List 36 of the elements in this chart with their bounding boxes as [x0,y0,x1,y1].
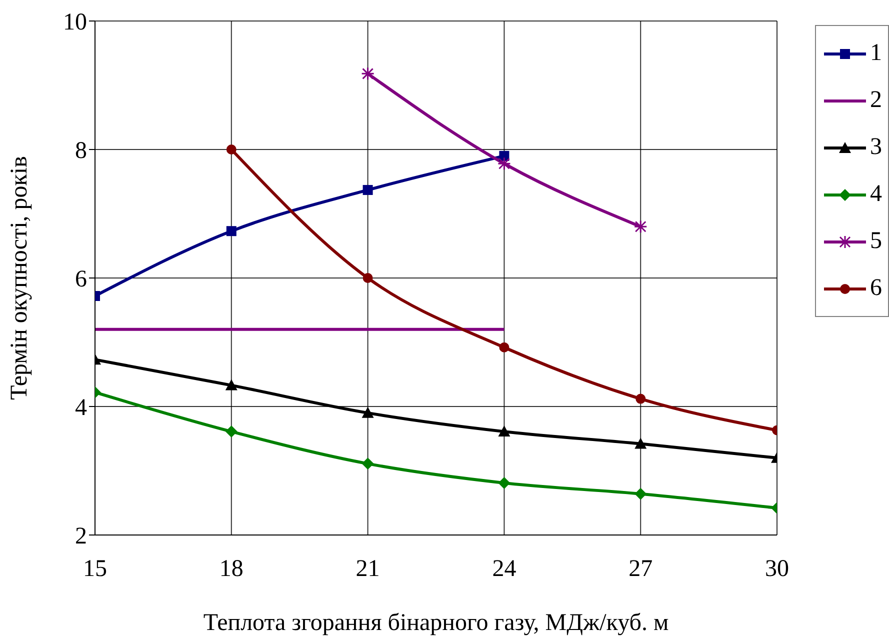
point [634,220,648,234]
legend-label: 1 [870,40,882,67]
point [225,379,238,390]
y-axis-title: Термін окупності, років [6,156,33,400]
y-tick-label: 4 [75,395,87,422]
point [362,458,374,470]
point [226,144,236,154]
x-tick-label: 21 [356,556,380,582]
point [498,476,510,489]
y-tick-label: 8 [75,138,87,164]
point [362,406,374,418]
point [634,438,647,449]
point [362,184,373,195]
point [362,273,373,283]
legend-label: 4 [870,181,882,208]
legend-label: 3 [870,134,882,161]
legend-label: 6 [870,275,882,302]
point [634,488,647,500]
x-tick-label: 27 [628,556,653,582]
x-tick-label: 30 [765,556,789,582]
x-tick-label: 24 [492,556,516,582]
point [225,426,238,438]
legend-label: 2 [870,87,882,114]
x-tick-label: 18 [219,556,244,582]
point [226,226,236,236]
x-tick-label: 15 [83,556,107,582]
y-tick-label: 2 [75,524,87,550]
point [498,426,510,437]
y-tick-label: 6 [75,266,87,293]
point [497,156,511,170]
x-axis-title: Теплота згорання бінарного газу, МДж/куб. м [203,610,669,636]
point [361,66,375,80]
point [636,394,646,404]
y-tick-label: 10 [63,10,87,36]
point [499,342,510,352]
legend-label: 5 [870,228,882,255]
